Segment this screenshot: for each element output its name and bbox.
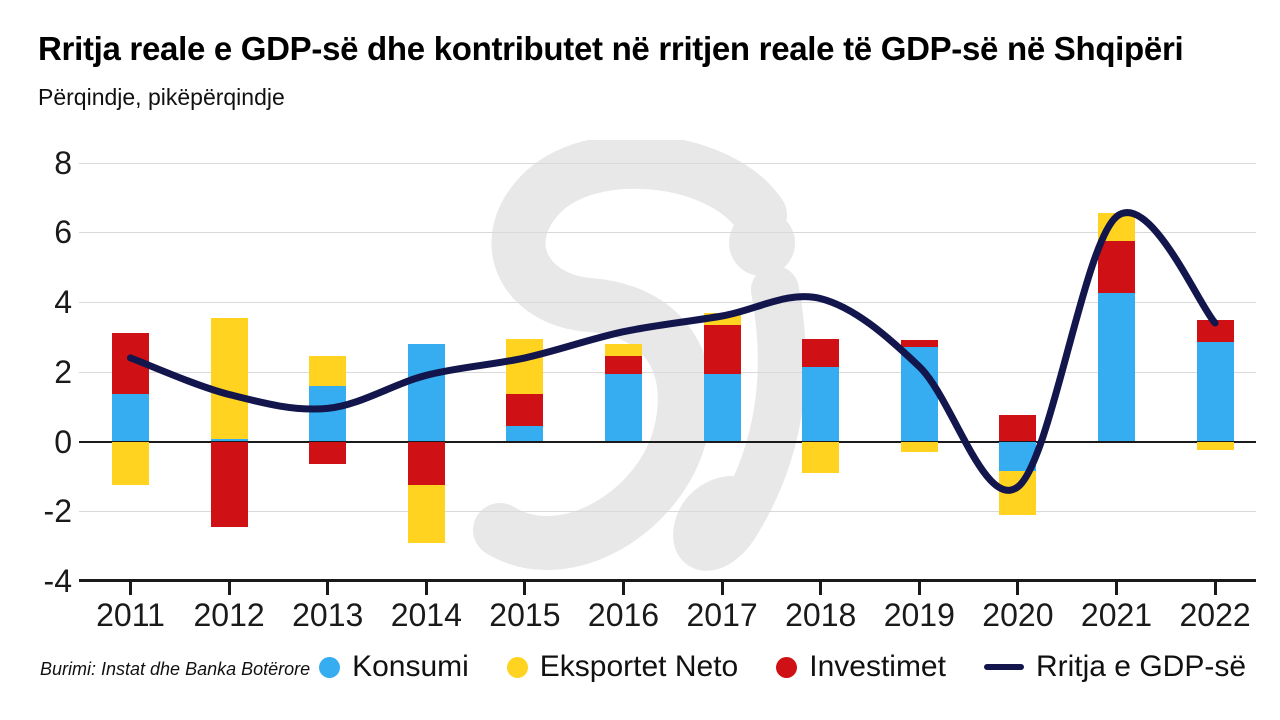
y-tick-label--4: -4 [43, 562, 72, 599]
bar-segment-investimet-2017 [703, 324, 741, 374]
legend-item-gdp_line: Rritja e GDP-së [983, 650, 1246, 684]
bar-segment-konsumi-2017 [703, 373, 741, 442]
bar-segment-eksportet_neto-2022 [1196, 441, 1234, 451]
x-tick-2015 [523, 580, 527, 595]
chart-subtitle: Përqindje, pikëpërqindje [38, 84, 285, 110]
legend-item-investimet: Investimet [776, 650, 946, 684]
bar-segment-konsumi-2015 [506, 425, 544, 442]
legend-dot-marker-investimet [776, 656, 798, 678]
legend-label: Konsumi [352, 650, 469, 683]
bar-segment-eksportet_neto-2014 [407, 485, 445, 543]
legend-dot-marker-konsumi [319, 656, 341, 678]
gridline--2 [79, 511, 1256, 513]
y-tick-label-2: 2 [54, 353, 72, 390]
bar-segment-investimet-2019 [900, 340, 938, 348]
legend-item-eksportet_neto: Eksportet Neto [506, 650, 739, 684]
bar-segment-eksportet_neto-2019 [900, 441, 938, 452]
bar-segment-eksportet_neto-2015 [506, 338, 544, 395]
bar-segment-investimet-2014 [407, 441, 445, 486]
chart-legend: Konsumi Eksportet Neto Investimet Rritja e … [319, 650, 1246, 684]
y-tick-label-0: 0 [54, 423, 72, 460]
x-tick-2011 [129, 580, 132, 595]
watermark-i-dot [729, 210, 795, 276]
zero-axis-line [79, 440, 1256, 443]
x-tick-2017 [720, 580, 724, 595]
bar-segment-eksportet_neto-2018 [802, 441, 840, 473]
bar-segment-konsumi-2014 [407, 343, 445, 442]
y-tick-label-4: 4 [54, 284, 72, 321]
x-tick-label-2015: 2015 [489, 597, 561, 633]
bar-segment-eksportet_neto-2020 [999, 471, 1037, 515]
x-tick-label-2017: 2017 [686, 597, 758, 633]
watermark-s-curl [476, 506, 528, 558]
x-tick-2021 [1115, 580, 1118, 595]
gridline-8 [79, 162, 1256, 164]
legend-label: Investimet [809, 650, 946, 683]
x-tick-label-2014: 2014 [390, 597, 462, 633]
bar-segment-investimet-2021 [1098, 241, 1135, 294]
legend-line-marker-gdp_line [983, 664, 1024, 670]
x-tick-2012 [227, 580, 231, 595]
bar-segment-eksportet_neto-2021 [1098, 213, 1135, 242]
x-tick-label-2022: 2022 [1179, 597, 1251, 633]
chart-title: Rritja reale e GDP-së dhe kontributet në… [38, 30, 1184, 67]
bar-segment-investimet-2016 [605, 356, 642, 374]
legend-label: Rritja e GDP-së [1035, 650, 1246, 683]
bar-segment-investimet-2015 [506, 394, 544, 426]
legend-dot-marker-eksportet_neto [506, 656, 528, 678]
bar-segment-konsumi-2022 [1196, 342, 1234, 442]
bar-segment-eksportet_neto-2013 [309, 356, 347, 386]
bar-segment-investimet-2018 [802, 338, 840, 367]
x-tick-label-2016: 2016 [587, 597, 660, 633]
bar-segment-eksportet_neto-2011 [112, 441, 149, 486]
legend-item-konsumi: Konsumi [319, 650, 469, 684]
x-tick-2018 [819, 580, 823, 595]
x-tick-label-2020: 2020 [982, 597, 1054, 633]
x-tick-label-2011: 2011 [96, 597, 165, 633]
x-tick-2022 [1213, 580, 1217, 595]
x-axis-line [79, 579, 1256, 583]
bar-segment-investimet-2022 [1196, 319, 1234, 343]
x-tick-label-2021: 2021 [1080, 597, 1153, 633]
legend-label: Eksportet Neto [539, 650, 739, 683]
x-tick-2020 [1016, 580, 1020, 595]
x-tick-label-2013: 2013 [292, 597, 364, 633]
bar-segment-konsumi-2019 [900, 347, 938, 442]
x-tick-2014 [424, 580, 428, 595]
y-tick-label-8: 8 [54, 144, 72, 181]
bar-segment-konsumi-2018 [802, 366, 840, 442]
bar-segment-investimet-2011 [112, 333, 149, 395]
gridline-4 [79, 302, 1256, 304]
bar-segment-investimet-2013 [309, 441, 347, 465]
y-tick-label--2: -2 [43, 493, 72, 530]
bar-segment-konsumi-2021 [1098, 293, 1135, 442]
bar-segment-eksportet_neto-2016 [605, 343, 642, 357]
x-tick-label-2019: 2019 [883, 597, 955, 633]
bar-segment-investimet-2012 [210, 441, 248, 527]
gridline-2 [79, 371, 1256, 373]
bar-segment-investimet-2020 [999, 415, 1037, 442]
bar-segment-eksportet_neto-2012 [210, 317, 248, 440]
bar-segment-eksportet_neto-2017 [703, 312, 741, 325]
source-note: Burimi: Instat dhe Banka Botërore [40, 659, 311, 679]
x-tick-2016 [622, 580, 625, 595]
x-tick-2013 [326, 580, 330, 595]
x-tick-2019 [917, 580, 921, 595]
y-tick-label-6: 6 [54, 214, 72, 251]
bar-segment-konsumi-2016 [605, 373, 642, 442]
gridline-6 [79, 232, 1256, 234]
bar-segment-konsumi-2020 [999, 441, 1037, 472]
x-tick-label-2018: 2018 [785, 597, 857, 633]
bar-segment-konsumi-2011 [112, 394, 149, 442]
x-tick-label-2012: 2012 [193, 597, 265, 633]
bar-segment-konsumi-2013 [309, 385, 347, 442]
